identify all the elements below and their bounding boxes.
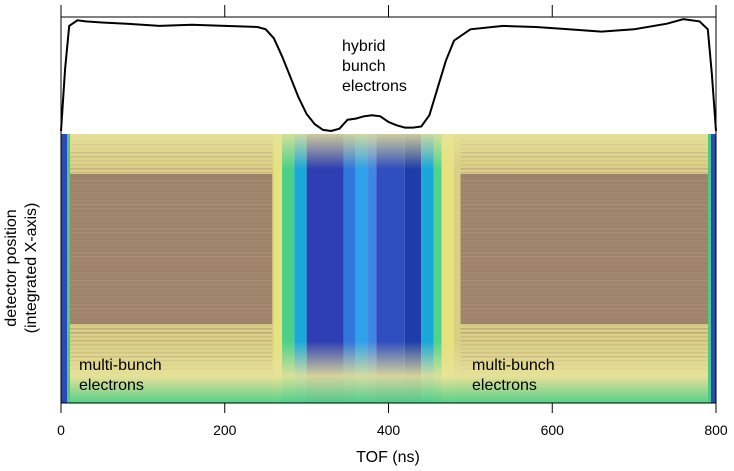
annotation-multi-bunch-left-line2: electrons <box>79 377 144 394</box>
x-tick-label: 800 <box>704 422 728 438</box>
heatmap-right-green <box>708 134 711 403</box>
x-axis-title: TOF (ns) <box>356 449 420 466</box>
annotation-multi-bunch-right-line1: multi-bunch <box>472 357 555 374</box>
profile-line <box>60 18 717 133</box>
heatmap-left-edge <box>61 134 67 403</box>
annotation-hybrid-line3: electrons <box>342 78 407 95</box>
y-axis-title-line2: (integrated X-axis) <box>23 203 40 334</box>
heatmap-left-green <box>67 134 70 403</box>
heatmap-fade <box>61 134 716 403</box>
top-ticks <box>60 5 717 17</box>
x-tick-label: 600 <box>541 422 565 438</box>
bottom-ticks: 0 200 400 600 800 <box>57 403 728 438</box>
heatmap-right-edge <box>711 134 716 403</box>
y-axis-title-line1: detector position <box>3 209 20 326</box>
annotation-multi-bunch-right-line2: electrons <box>472 377 537 394</box>
annotation-multi-bunch-left-line1: multi-bunch <box>79 357 162 374</box>
heatmap-image <box>61 134 716 403</box>
x-tick-label: 400 <box>377 422 401 438</box>
x-tick-label: 0 <box>57 422 65 438</box>
x-tick-label: 200 <box>213 422 237 438</box>
annotation-hybrid-line2: bunch <box>342 58 386 75</box>
annotation-hybrid-line1: hybrid <box>342 38 386 55</box>
